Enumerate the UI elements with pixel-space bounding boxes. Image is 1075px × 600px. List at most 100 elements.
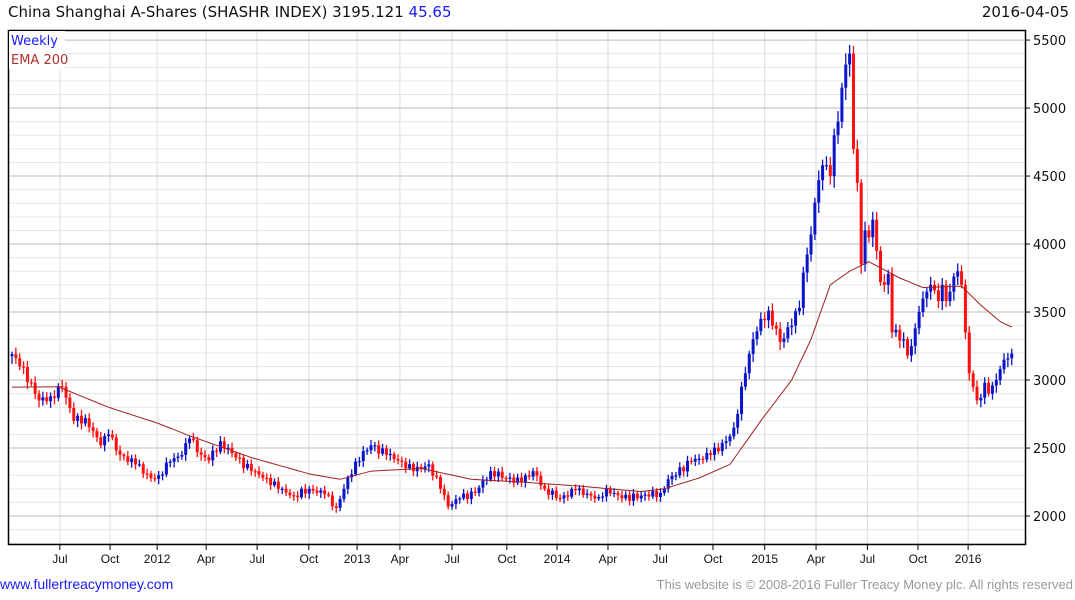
- candle-body: [631, 493, 635, 501]
- candle-body: [400, 460, 404, 462]
- candle-body: [620, 495, 624, 499]
- candle-body: [245, 464, 249, 469]
- candle-body: [994, 380, 998, 386]
- candle-body: [724, 441, 728, 443]
- candle-body: [651, 490, 655, 497]
- candle-body: [998, 369, 1002, 381]
- candle-body: [408, 464, 412, 469]
- candle-body: [859, 182, 863, 265]
- y-tick-label: 4500: [1033, 170, 1066, 185]
- candle-body: [909, 346, 913, 356]
- candle-body: [137, 464, 141, 466]
- candle-body: [531, 471, 535, 477]
- x-tick-label: Oct: [299, 552, 318, 566]
- candle-body: [863, 230, 867, 265]
- candle-body: [311, 488, 315, 491]
- candle-body: [577, 488, 581, 491]
- candle-body: [913, 328, 917, 347]
- candle-body: [728, 436, 732, 442]
- candle-body: [813, 202, 817, 235]
- candle-body: [134, 458, 138, 465]
- candle-body: [562, 495, 566, 499]
- candle-body: [836, 121, 840, 136]
- candle-body: [917, 312, 921, 329]
- candle-body: [716, 447, 720, 452]
- x-tick-label: Jul: [52, 552, 67, 566]
- candle-body: [60, 386, 64, 388]
- candle-body: [261, 474, 265, 478]
- plot-frame: [7, 29, 1027, 546]
- candle-body: [647, 494, 651, 497]
- copyright-notice: This website is © 2008-2016 Fuller Treac…: [656, 577, 1073, 592]
- candle-body: [851, 53, 855, 149]
- x-tick-label: Oct: [704, 552, 723, 566]
- candle-body: [554, 490, 558, 498]
- candle-body: [782, 338, 786, 342]
- candle-body: [249, 464, 253, 472]
- candle-body: [512, 477, 516, 483]
- candle-body: [126, 456, 130, 463]
- candle-body: [824, 165, 828, 167]
- y-tick-label: 3000: [1033, 374, 1066, 389]
- candle-body: [643, 494, 647, 496]
- x-tick-label: Apr: [197, 552, 216, 566]
- candle-body: [674, 475, 678, 477]
- candle-body: [550, 490, 554, 495]
- candle-body: [871, 219, 875, 238]
- candle-body: [971, 373, 975, 387]
- candle-body: [686, 460, 689, 472]
- candle-body: [1010, 353, 1014, 359]
- candle-body: [207, 457, 211, 461]
- candle-body: [327, 494, 331, 496]
- candle-body: [323, 490, 327, 495]
- candle-body: [755, 331, 759, 340]
- candle-body: [68, 397, 72, 408]
- candle-body: [612, 492, 616, 495]
- candle-body: [280, 488, 284, 491]
- candle-body: [597, 496, 601, 499]
- candle-body: [662, 488, 666, 493]
- candle-body: [141, 464, 145, 474]
- candle-body: [49, 396, 53, 402]
- candle-body: [616, 492, 620, 496]
- legend-bg: [9, 31, 65, 69]
- candle-body: [25, 367, 29, 383]
- candle-body: [427, 464, 431, 467]
- candle-body: [604, 488, 608, 497]
- candle-body: [906, 339, 910, 356]
- candle-body: [95, 431, 99, 438]
- website-link[interactable]: www.fullertreacymoney.com: [0, 576, 174, 592]
- y-tick-label: 2000: [1033, 510, 1066, 525]
- candle-body: [944, 284, 948, 302]
- x-tick-label: 2014: [544, 552, 571, 566]
- candle-body: [215, 450, 219, 452]
- candle-body: [500, 471, 504, 478]
- candle-body: [288, 492, 292, 496]
- candle-body: [161, 474, 165, 476]
- candle-body: [979, 397, 983, 401]
- candle-body: [145, 473, 149, 475]
- candle-body: [751, 339, 755, 354]
- candle-body: [346, 477, 350, 489]
- candle-body: [56, 386, 60, 398]
- candle-body: [41, 397, 45, 401]
- candle-body: [658, 492, 662, 497]
- candle-body: [670, 475, 674, 480]
- candle-body: [624, 494, 628, 499]
- candle-body: [817, 180, 821, 203]
- candle-body: [203, 454, 207, 458]
- candle-body: [740, 386, 744, 414]
- x-tick-label: Jul: [249, 552, 264, 566]
- candle-body: [87, 418, 91, 428]
- candle-body: [130, 458, 134, 463]
- x-tick-label: Apr: [599, 552, 618, 566]
- candle-body: [801, 272, 805, 308]
- title-text: China Shanghai A-Shares (SHASHR INDEX) 3…: [8, 3, 404, 21]
- candle-body: [377, 445, 381, 454]
- candle-body: [508, 477, 512, 479]
- candle-body: [176, 456, 180, 459]
- candle-body: [1002, 359, 1006, 370]
- candle-body: [296, 495, 300, 498]
- candle-body: [925, 291, 929, 299]
- candle-body: [709, 452, 713, 455]
